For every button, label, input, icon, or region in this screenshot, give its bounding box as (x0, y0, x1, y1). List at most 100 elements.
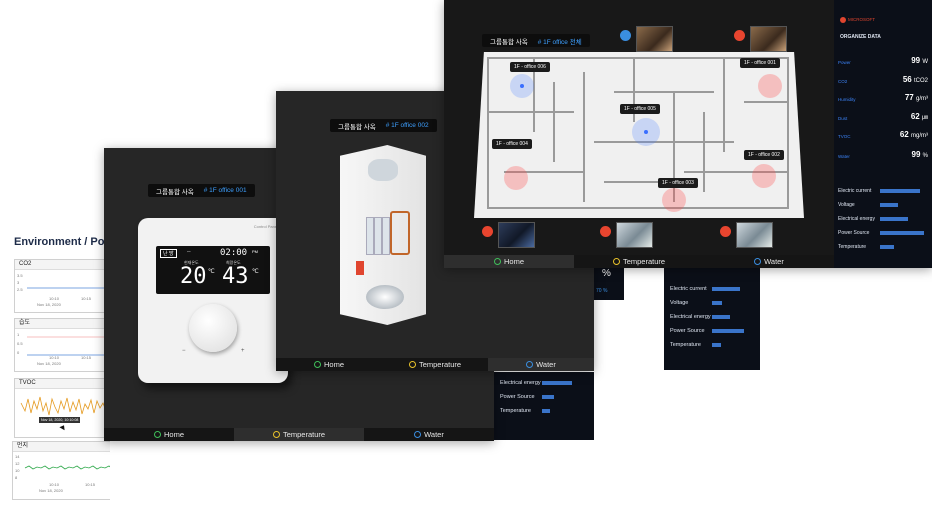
side-bars-low-panel: Electrical energy Power Source Temperatu… (494, 372, 594, 440)
organize-bar-label: Electric current (838, 188, 872, 194)
camera-thumbnail[interactable] (736, 222, 773, 248)
camera-icon[interactable] (620, 30, 631, 41)
dust-ytick-2: 12 (15, 461, 20, 466)
organize-label: CO2 (838, 79, 848, 84)
dust-line-chart (24, 465, 110, 470)
side-low-row: Power Source (500, 390, 588, 404)
purifier-header: 그룹통합 사옥 # 1F office 002 (330, 119, 437, 132)
organize-row-co2: CO2 56 tCO2 (838, 75, 928, 84)
side-mid-bar (712, 315, 730, 319)
camera-thumbnail[interactable] (750, 26, 787, 52)
humidity-xtick-2: 10:15 (81, 355, 92, 360)
dust-chart-title: 먼지 (13, 442, 110, 452)
office-marker-005[interactable]: 1F - office 005 (620, 104, 660, 114)
co2-date: Nov 18, 2020 (37, 302, 61, 307)
water-icon (414, 431, 422, 438)
thermometer-icon (272, 431, 280, 438)
side-mid-bar (712, 287, 740, 291)
camera-thumbnail[interactable] (636, 26, 673, 52)
decrease-button[interactable]: − (182, 348, 186, 354)
humidity-ytick-2: 0.5 (17, 341, 23, 346)
water-icon (754, 258, 762, 265)
organize-bar (880, 189, 920, 193)
dust-ytick-4: 8 (15, 475, 18, 480)
heating-mode-button[interactable]: 난 방 (160, 249, 177, 258)
humidity-date: Nov 18, 2020 (37, 361, 61, 366)
nav-home-tab[interactable]: Home (444, 255, 574, 268)
co2-xtick-2: 10:15 (81, 296, 92, 301)
environment-panel: Environment / Pow CO2 3.5 3 2.5 10:10 10… (0, 211, 110, 507)
camera-icon[interactable] (482, 226, 493, 237)
co2-xtick-1: 10:10 (49, 296, 60, 301)
temperature-dial[interactable] (189, 304, 237, 352)
increase-button[interactable]: + (241, 348, 245, 354)
brand-logo (840, 17, 846, 23)
thermostat-nav: Home Temperature Water (104, 428, 494, 441)
organize-value: 99 (911, 56, 921, 65)
brand-name: MICROSOFT (848, 17, 875, 22)
set-temp-value: 43 (222, 264, 249, 289)
tvoc-chart-card[interactable]: TVOC Nov 18, 2020, 10:10:08 (14, 378, 110, 438)
side-low-bar (542, 409, 550, 413)
building-name: 그룹통합 사옥 (338, 123, 376, 131)
thermometer-icon (612, 258, 620, 265)
camera-thumbnail[interactable] (498, 222, 535, 248)
co2-ytick-1: 3.5 (17, 273, 23, 278)
humidity-chart-card[interactable]: 습도 1 0.5 0 10:10 10:15 Nov 18, 2020 (14, 318, 110, 372)
office-marker-003[interactable]: 1F - office 003 (658, 178, 698, 188)
nav-water-tab[interactable]: Water (704, 255, 834, 268)
humidity-chart-title: 습도 (15, 319, 110, 329)
camera-thumbnail[interactable] (616, 222, 653, 248)
nav-temperature-tab[interactable]: Temperature (382, 358, 488, 371)
organize-row-water: Water 99 % (838, 150, 928, 159)
organize-bar-label: Electrical energy (838, 216, 875, 222)
filter-3 (382, 217, 390, 255)
organize-unit: % (922, 153, 928, 159)
co2-chart-title: CO2 (15, 260, 110, 270)
side-mid-label: Voltage (670, 300, 689, 306)
dust-xtick-1: 10:10 (49, 482, 60, 487)
co2-line-chart (27, 287, 110, 289)
nav-home-tab[interactable]: Home (276, 358, 382, 371)
side-mid-label: Power Source (670, 328, 705, 334)
side-mid-label: Electrical energy (670, 314, 711, 320)
purifier-illustration (340, 145, 426, 325)
organize-data-sidebar: MICROSOFT ORGANIZE DATA Power 99 W CO2 56 … (834, 0, 932, 268)
side-mid-row: Voltage (670, 296, 754, 310)
organize-value: 77 (904, 93, 914, 102)
side-mid-bar (712, 343, 721, 347)
organize-bar (880, 203, 898, 207)
dust-chart-card[interactable]: 먼지 14 12 10 8 10:10 10:15 10:20 Nov 18, … (12, 441, 110, 500)
building-name: 그룹통합 사옥 (490, 38, 528, 46)
camera-icon[interactable] (734, 30, 745, 41)
thermostat-device: Control Panel 난 방 ⌔ 02:00 PM 현재온도 희망온도 2… (138, 218, 288, 383)
filter-1 (366, 217, 374, 255)
camera-icon[interactable] (600, 226, 611, 237)
office-marker-002[interactable]: 1F - office 002 (744, 150, 784, 160)
organize-label: Humidity (838, 97, 856, 102)
co2-chart-card[interactable]: CO2 3.5 3 2.5 10:10 10:15 Nov 18, 2020 (14, 259, 110, 313)
side-bars-mid-panel: Electric current Voltage Electrical ener… (664, 268, 760, 370)
nav-temperature-tab[interactable]: Temperature (234, 428, 364, 441)
camera-icon[interactable] (720, 226, 731, 237)
side-low-label: Temperature (500, 408, 531, 414)
office-marker-004[interactable]: 1F - office 004 (492, 139, 532, 149)
office-marker-006[interactable]: 1F - office 006 (510, 62, 550, 72)
side-mid-row: Power Source (670, 324, 754, 338)
organize-bars: Electric current Voltage Electrical ener… (838, 184, 928, 254)
water-unit: % (602, 268, 611, 279)
nav-home-tab[interactable]: Home (104, 428, 234, 441)
organize-bar-label: Voltage (838, 202, 855, 208)
office-marker-001[interactable]: 1F - office 001 (740, 58, 780, 68)
nav-home-label: Home (163, 430, 184, 439)
floor-plan-walls (487, 57, 789, 212)
organize-bar-label: Power Source (838, 230, 870, 236)
dust-xtick-2: 10:15 (85, 482, 96, 487)
nav-water-tab[interactable]: Water (364, 428, 494, 441)
nav-temperature-tab[interactable]: Temperature (574, 255, 704, 268)
current-temp-value: 20 (180, 264, 207, 289)
organize-row-dust: Dust 62 ㎛ (838, 112, 928, 121)
dust-ytick-1: 14 (15, 454, 20, 459)
floorplan-nav: Home Temperature Water (444, 255, 834, 268)
nav-water-tab[interactable]: Water (488, 358, 594, 371)
